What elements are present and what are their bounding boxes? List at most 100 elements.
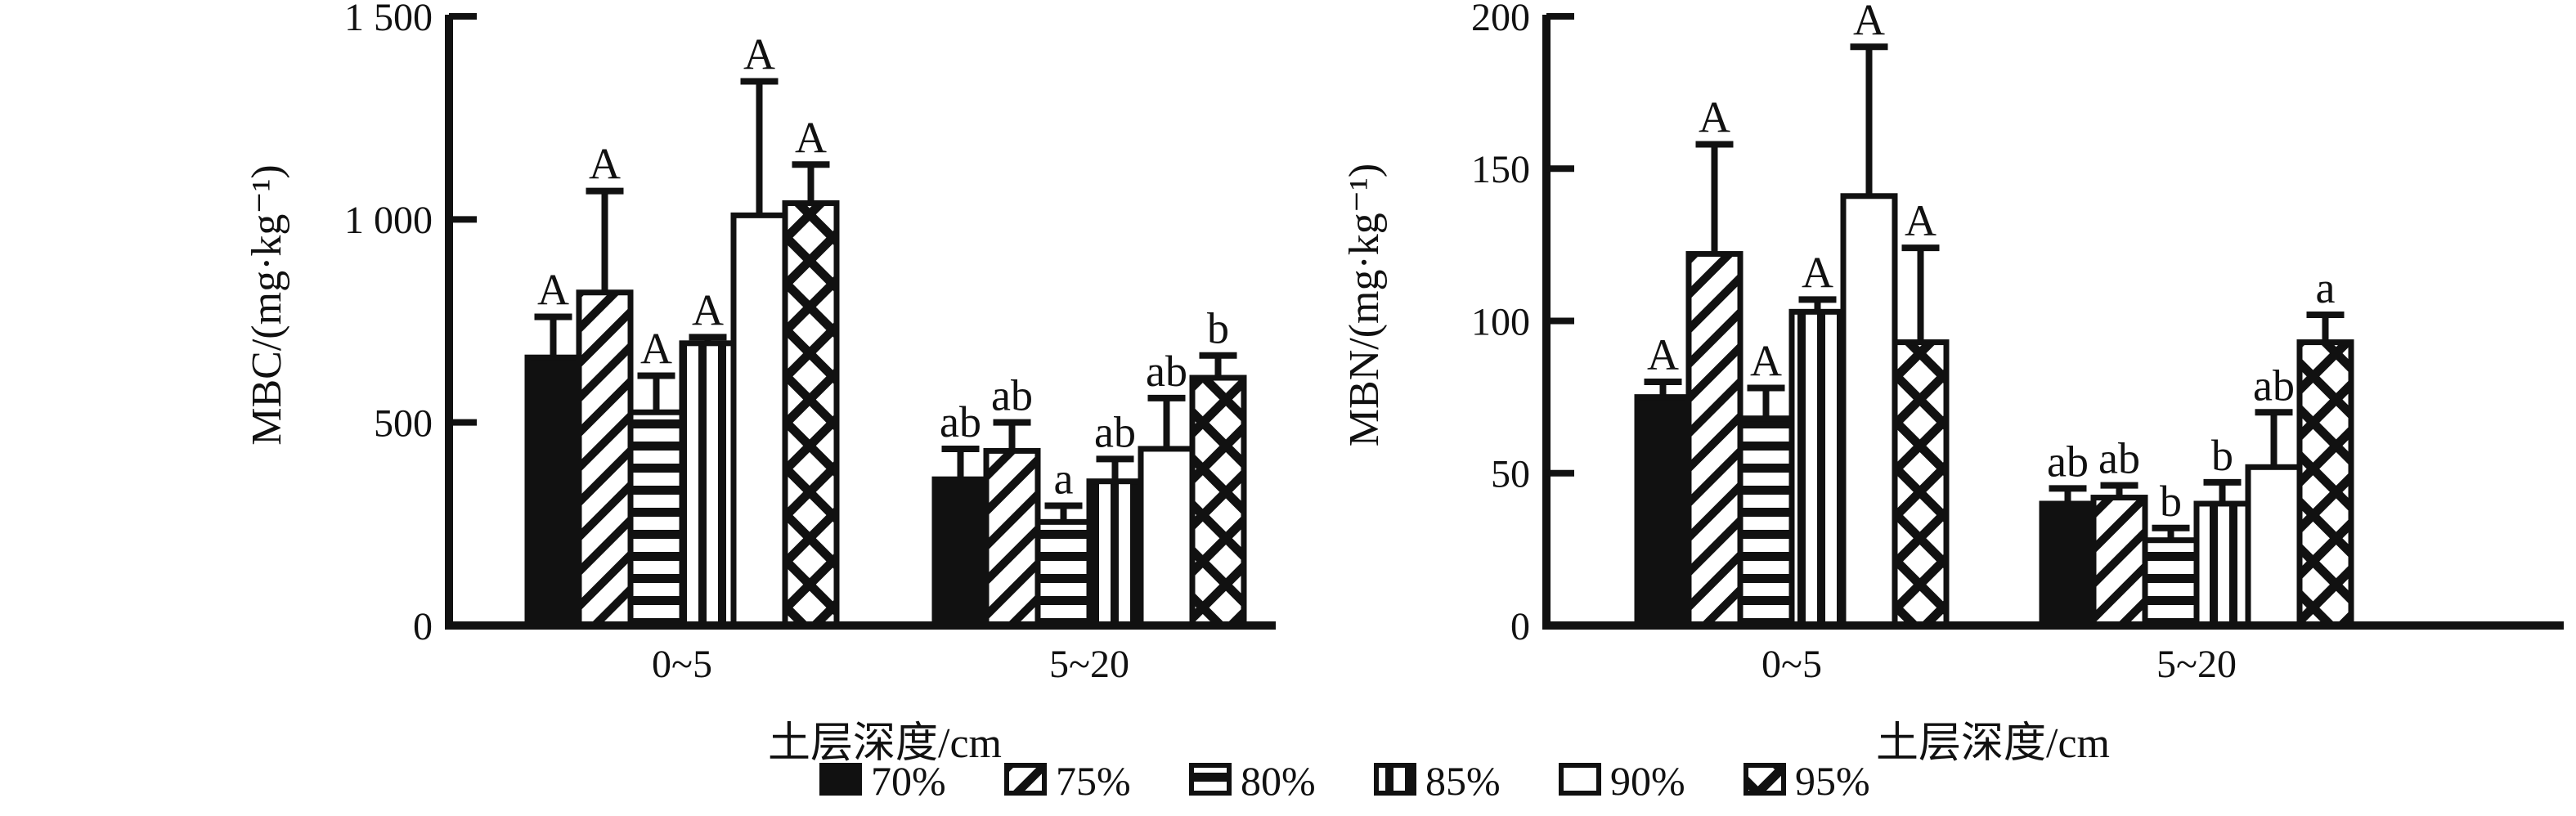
error-bar-70%-0~5 [1644, 379, 1682, 396]
mbc-y-axis-title: MBC/(mg·kg⁻¹) [244, 164, 290, 446]
legend-item-80%: 80% [1189, 758, 1316, 804]
error-bar-80%-5~20 [1044, 502, 1083, 521]
error-bar-90%-5~20 [2255, 409, 2293, 466]
error-bar-95%-0~5 [792, 161, 830, 202]
error-bar-70%-5~20 [2049, 485, 2087, 502]
y-tick-label-500: 500 [374, 401, 433, 445]
legend-label-85%: 85% [1425, 758, 1501, 804]
mbc-x-axis-title: 土层深度/cm [768, 720, 1002, 767]
sig-letter-95%-0~5: A [1905, 196, 1936, 245]
legend-item-70%: 70% [819, 758, 946, 804]
error-bar-95%-5~20 [2306, 312, 2345, 341]
bar-85%-0~5 [679, 340, 737, 629]
error-bar-75%-0~5 [1695, 141, 1734, 253]
bar-95%-5~20 [2296, 339, 2354, 629]
legend-item-75%: 75% [1004, 758, 1131, 804]
legend-label-70%: 70% [871, 758, 946, 804]
y-tick-label-0: 0 [1510, 605, 1530, 648]
y-tick-label-0: 0 [413, 605, 433, 648]
sig-letter-85%-0~5: A [692, 285, 724, 334]
bar-90%-5~20 [1138, 446, 1196, 629]
sig-letter-75%-0~5: A [1699, 92, 1730, 141]
sig-letter-70%-0~5: A [1647, 330, 1679, 379]
error-bar-75%-5~20 [993, 419, 1031, 450]
bar-90%-0~5 [730, 212, 788, 629]
sig-letter-85%-5~20: b [2211, 431, 2233, 480]
bar-70%-5~20 [931, 476, 990, 629]
sig-letter-75%-0~5: A [589, 140, 621, 189]
error-bar-80%-0~5 [1747, 384, 1785, 417]
sig-letter-90%-0~5: A [1853, 0, 1885, 44]
category-label-0~5: 0~5 [1761, 643, 1822, 686]
sig-letter-80%-5~20: a [1054, 454, 1074, 503]
error-bar-75%-5~20 [2100, 482, 2138, 496]
mbn-chart: Aab Aab Ab Ab Aab Aa 0 50 100 150 200 0~5 5~20 [1471, 0, 2564, 686]
legend-label-95%: 95% [1795, 758, 1870, 804]
error-bar-75%-0~5 [586, 187, 624, 291]
error-bar-90%-0~5 [1850, 43, 1888, 195]
sig-letter-70%-5~20: ab [2047, 437, 2089, 486]
sig-letter-85%-5~20: ab [1094, 407, 1136, 456]
sig-letter-80%-0~5: A [640, 325, 672, 374]
bar-85%-5~20 [1086, 478, 1144, 629]
sig-letter-80%-0~5: A [1750, 336, 1782, 385]
bar-75%-0~5 [576, 289, 634, 629]
bar-85%-0~5 [1788, 308, 1847, 629]
bar-75%-5~20 [2090, 495, 2148, 629]
sig-letter-70%-5~20: ab [940, 397, 981, 446]
bar-95%-5~20 [1189, 374, 1247, 629]
y-tick-label-1000: 1 000 [344, 199, 433, 242]
error-bar-85%-5~20 [2203, 478, 2242, 502]
legend-item-90%: 90% [1559, 758, 1685, 804]
legend-label-75%: 75% [1056, 758, 1131, 804]
bar-75%-5~20 [983, 447, 1041, 629]
bar-80%-0~5 [627, 409, 685, 629]
sig-letter-75%-5~20: ab [991, 371, 1033, 420]
sig-letter-70%-0~5: A [537, 266, 569, 315]
error-bar-90%-5~20 [1147, 394, 1186, 447]
legend-swatch-95% [1744, 763, 1786, 796]
bar-80%-5~20 [2142, 537, 2200, 629]
sig-letter-90%-5~20: ab [1146, 347, 1187, 396]
legend-swatch-85% [1374, 763, 1416, 796]
legend-label-80%: 80% [1241, 758, 1316, 804]
error-bar-95%-5~20 [1199, 352, 1237, 377]
error-bar-90%-0~5 [740, 78, 779, 214]
sig-letter-95%-5~20: b [1207, 304, 1229, 353]
error-bar-85%-5~20 [1096, 455, 1134, 480]
legend-label-90%: 90% [1610, 758, 1685, 804]
bar-80%-5~20 [1034, 518, 1093, 629]
legend-swatch-80% [1189, 763, 1232, 796]
bar-95%-0~5 [1892, 339, 1950, 629]
category-label-0~5: 0~5 [652, 643, 712, 686]
bar-95%-0~5 [782, 200, 840, 629]
legend: 70% 75% 80% 85% 90% 95% [819, 758, 1870, 804]
sig-letter-95%-0~5: A [795, 113, 827, 162]
y-tick-label-50: 50 [1491, 453, 1530, 496]
category-label-5~20: 5~20 [2156, 643, 2237, 686]
mbc-chart: Aab Aab Aa Aab Aab Ab 0 500 1 000 1 500 0~5 5~20 [344, 0, 1276, 686]
bar-90%-5~20 [2245, 464, 2303, 629]
error-bar-85%-0~5 [1798, 296, 1837, 311]
bar-85%-5~20 [2193, 500, 2251, 629]
error-bar-70%-5~20 [941, 445, 980, 478]
bar-70%-5~20 [2039, 500, 2097, 629]
legend-swatch-90% [1559, 763, 1601, 796]
sig-letter-80%-5~20: b [2160, 477, 2182, 526]
error-bar-95%-0~5 [1901, 244, 1940, 341]
sig-letter-85%-0~5: A [1802, 248, 1833, 297]
error-bar-80%-5~20 [2152, 524, 2190, 539]
error-bar-80%-0~5 [637, 372, 675, 411]
category-label-5~20: 5~20 [1049, 643, 1129, 686]
bar-90%-0~5 [1840, 193, 1898, 629]
bar-75%-0~5 [1685, 251, 1744, 629]
bar-80%-0~5 [1737, 415, 1795, 629]
y-tick-label-150: 150 [1471, 148, 1530, 191]
error-bar-70%-0~5 [534, 313, 572, 356]
mbn-x-axis-title: 土层深度/cm [1876, 720, 2110, 767]
y-tick-label-100: 100 [1471, 300, 1530, 343]
legend-swatch-75% [1004, 763, 1047, 796]
sig-letter-90%-0~5: A [743, 29, 775, 78]
